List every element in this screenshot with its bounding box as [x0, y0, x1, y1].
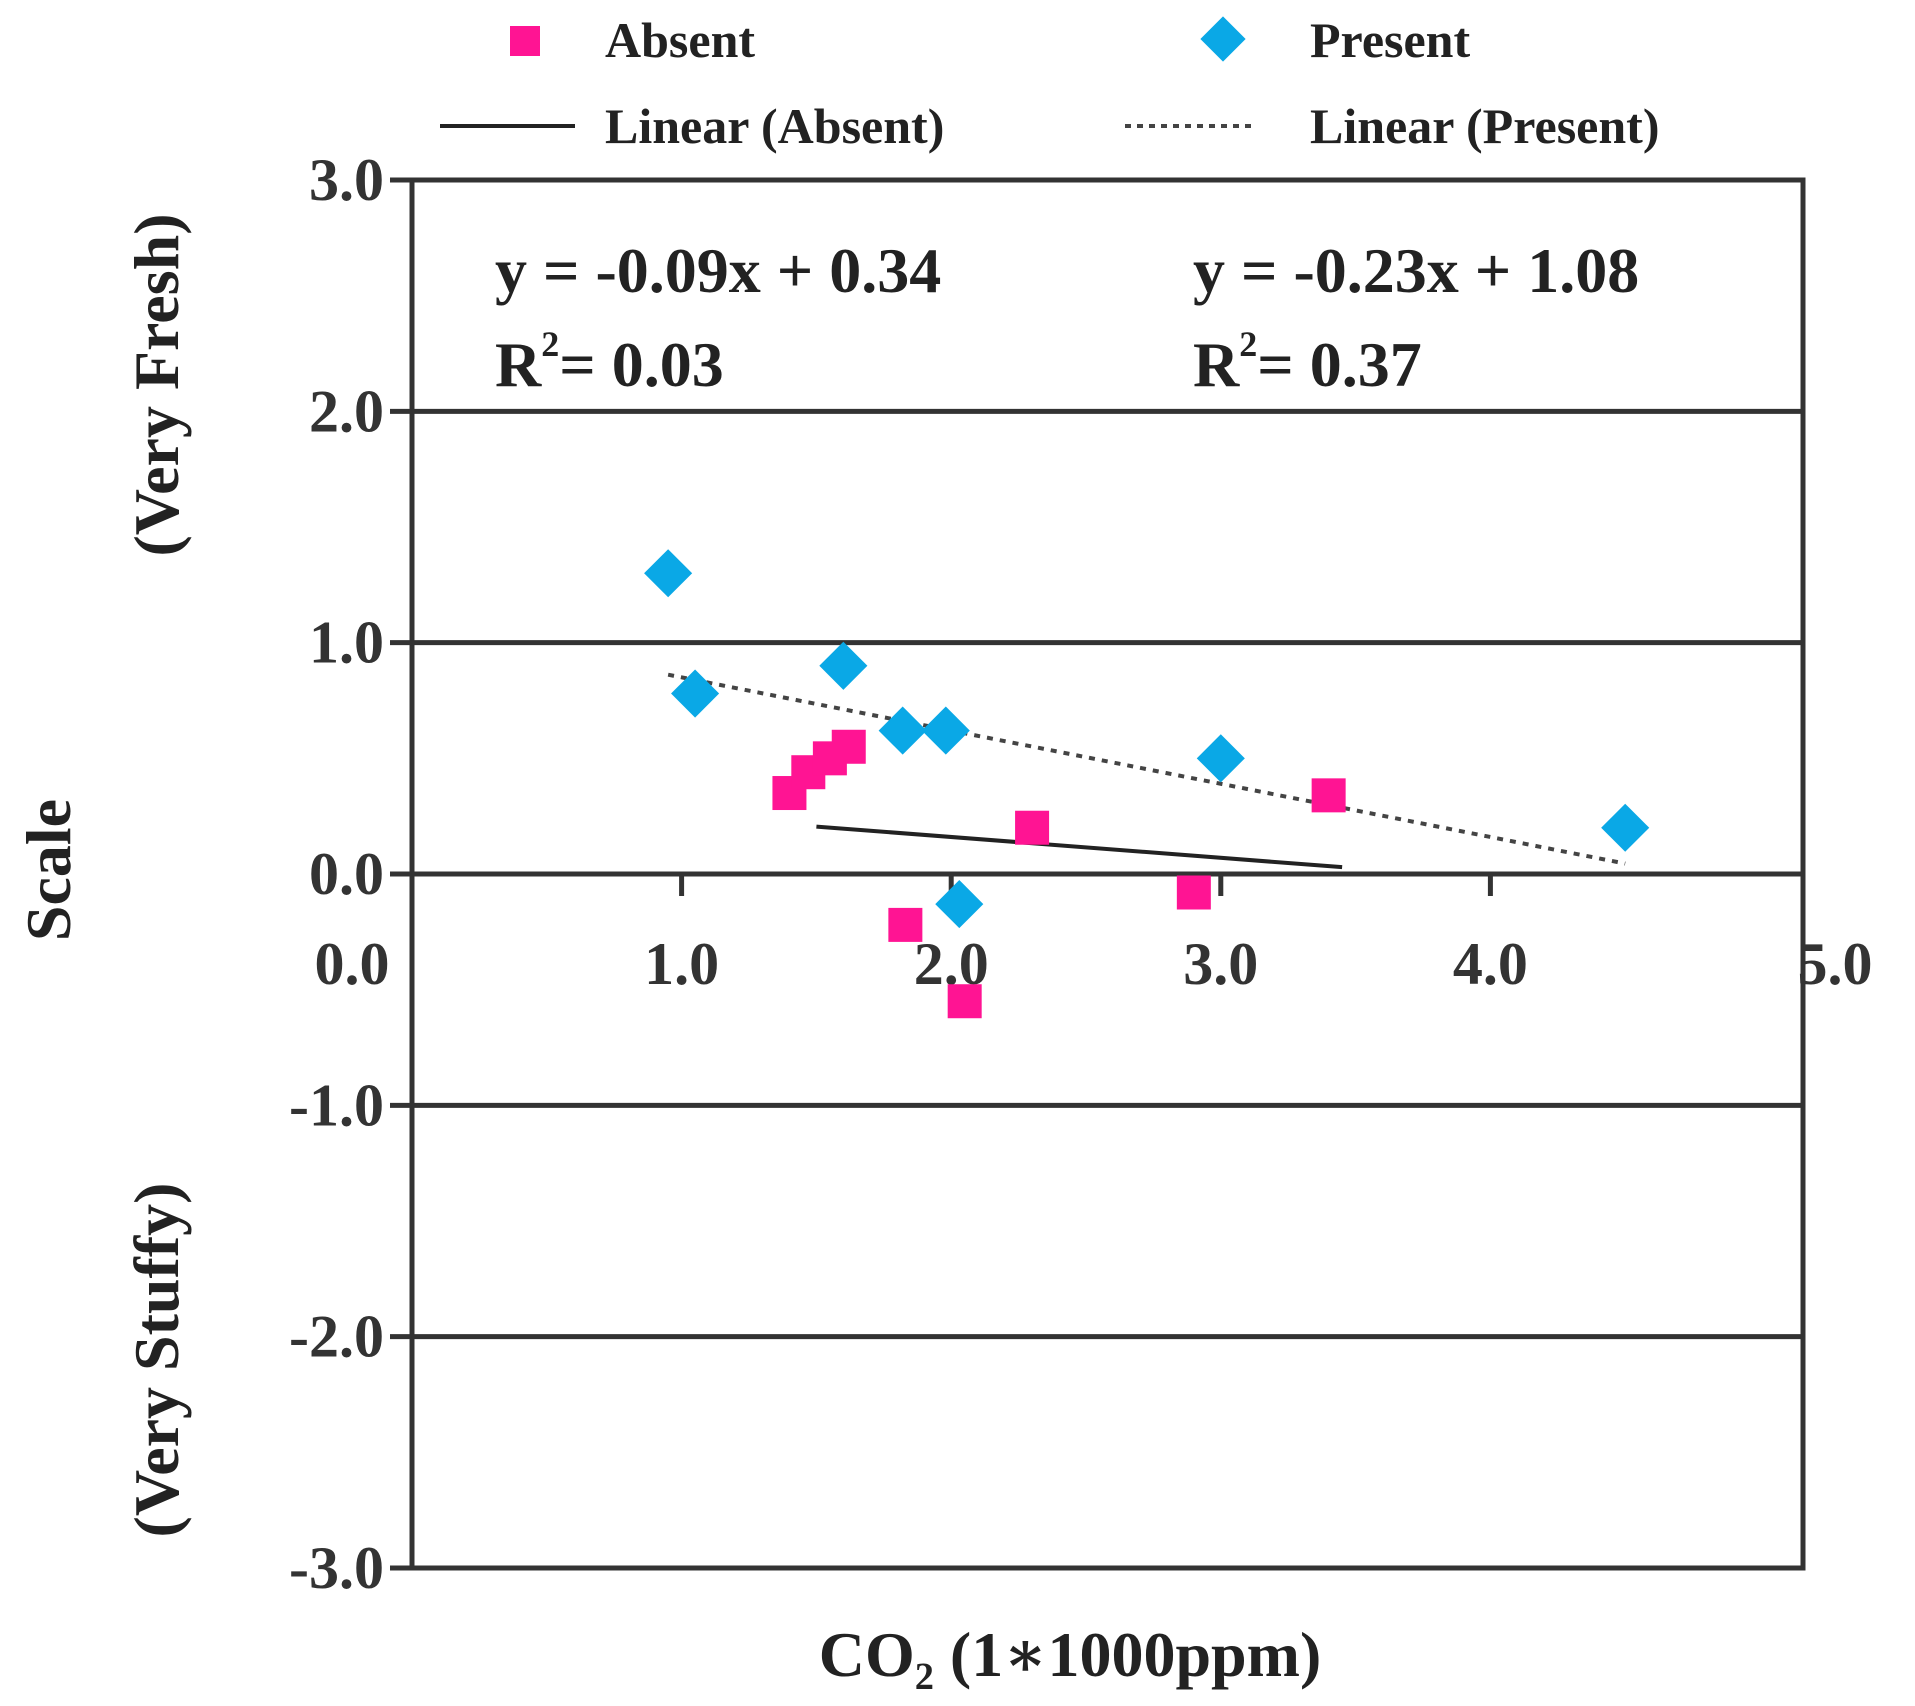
y-axis-title: Scale	[13, 799, 84, 941]
x-tick-label: 1.0	[644, 931, 719, 997]
y-tick-label: -2.0	[289, 1304, 384, 1370]
x-tick-label: 3.0	[1183, 931, 1258, 997]
present-r-exponent: 2	[1239, 324, 1257, 364]
data-point-absent	[1015, 810, 1050, 845]
data-point-absent	[831, 729, 866, 764]
present-equation: y = -0.23x + 1.08	[1193, 235, 1639, 306]
plot-area: 3.02.01.00.0-1.0-2.0-3.00.0 1.0 2.0 3.0 4.0 5…	[289, 147, 1872, 1601]
absent-r-value: = 0.03	[559, 329, 723, 400]
y-tick-label: -3.0	[289, 1535, 384, 1601]
x-tick-label: 5.0	[1798, 931, 1873, 997]
y-axis-subtitle-bottom: (Very Stuffy)	[121, 1183, 192, 1538]
y-tick-label: 0.0	[309, 841, 384, 907]
present-r-label: R	[1193, 329, 1240, 400]
data-point-absent	[1311, 778, 1346, 813]
data-point-present	[644, 549, 693, 598]
y-axis-subtitle-top: (Very Fresh)	[121, 213, 192, 556]
legend-absent-label: Absent	[605, 12, 755, 68]
data-point-absent	[1176, 875, 1211, 910]
legend: Absent Present Linear (Absent) Linear (P…	[440, 12, 1659, 154]
legend-linear-absent-label: Linear (Absent)	[605, 98, 944, 154]
present-r-value: = 0.37	[1257, 329, 1421, 400]
y-tick-label: -1.0	[289, 1072, 384, 1138]
data-point-present	[819, 641, 868, 690]
y-tick-label: 1.0	[309, 610, 384, 676]
data-point-present	[878, 706, 927, 755]
data-point-present	[1601, 803, 1650, 852]
trendline-absent	[816, 824, 1343, 870]
present-r-squared: R2= 0.37	[1193, 324, 1422, 400]
legend-absent-marker	[510, 26, 540, 56]
legend-present-marker	[1200, 16, 1246, 62]
absent-r-squared: R2= 0.03	[495, 324, 724, 400]
x-axis-title: CO₂ (1∗1000ppm)	[819, 1619, 1322, 1690]
regression-annotations: y = -0.09x + 0.34 R2= 0.03 y = -0.23x + …	[495, 235, 1639, 400]
x-tick-label: 4.0	[1453, 931, 1528, 997]
data-point-absent	[947, 984, 982, 1019]
data-point-present	[921, 706, 970, 755]
legend-present-label: Present	[1310, 12, 1470, 68]
x-tick-label: 0.0	[315, 931, 390, 997]
absent-equation: y = -0.09x + 0.34	[495, 235, 941, 306]
legend-linear-present-label: Linear (Present)	[1310, 98, 1659, 154]
data-point-absent	[888, 907, 923, 942]
data-point-present	[1196, 734, 1245, 783]
y-tick-label: 3.0	[309, 147, 384, 213]
absent-r-exponent: 2	[541, 324, 559, 364]
data-point-present	[935, 880, 984, 929]
absent-r-label: R	[495, 329, 542, 400]
data-point-present	[671, 669, 720, 718]
y-tick-label: 2.0	[309, 378, 384, 444]
